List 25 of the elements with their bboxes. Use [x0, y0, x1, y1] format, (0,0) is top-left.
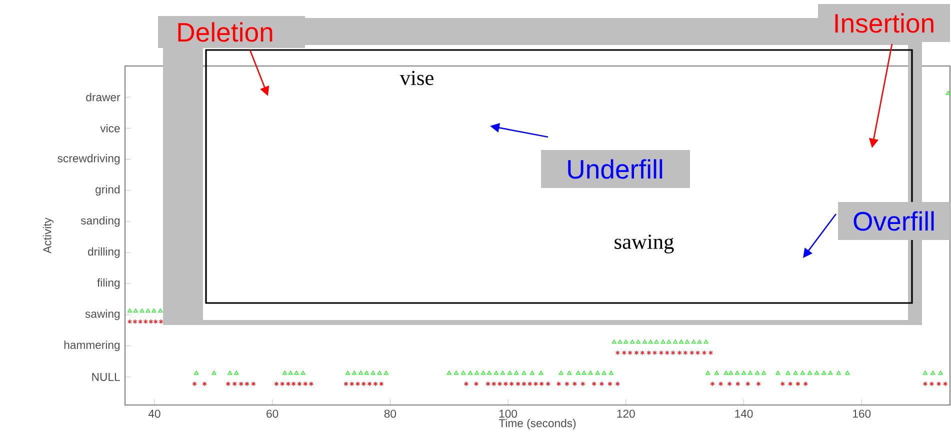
annotation: vise [400, 70, 434, 86]
annotation: Underfill [568, 159, 662, 179]
x-tick-label: 160 [853, 410, 871, 418]
text: Deletion [178, 22, 272, 42]
x-tick-label: 140 [735, 410, 753, 418]
x-axis-title: Time (seconds) [498, 418, 576, 430]
x-tick-label: 100 [499, 410, 518, 418]
text: Insertion [835, 13, 934, 33]
y-tick-label: hammering [64, 340, 120, 352]
y-tick-label: drawer [86, 92, 120, 102]
y-tick-label: NULL [92, 373, 120, 381]
y-tick-label: filing [97, 278, 120, 289]
y-tick-label: grind [96, 185, 120, 196]
y-tick-label: sawing [85, 310, 120, 320]
y-tick-label: drilling [88, 247, 120, 258]
x-tick-label: 40 [148, 410, 160, 418]
x-tick-label: 120 [617, 410, 635, 418]
y-tick-label: screwdriving [58, 154, 120, 165]
y-tick-label: vice [100, 124, 120, 132]
y-axis-title: Activity [42, 218, 54, 254]
x-tick-label: 60 [266, 410, 278, 418]
y-tick-label: sanding [80, 216, 120, 227]
annotation: sawing [614, 234, 674, 254]
x-tick-label: 80 [384, 410, 396, 418]
annotation: Overfill [854, 211, 934, 231]
